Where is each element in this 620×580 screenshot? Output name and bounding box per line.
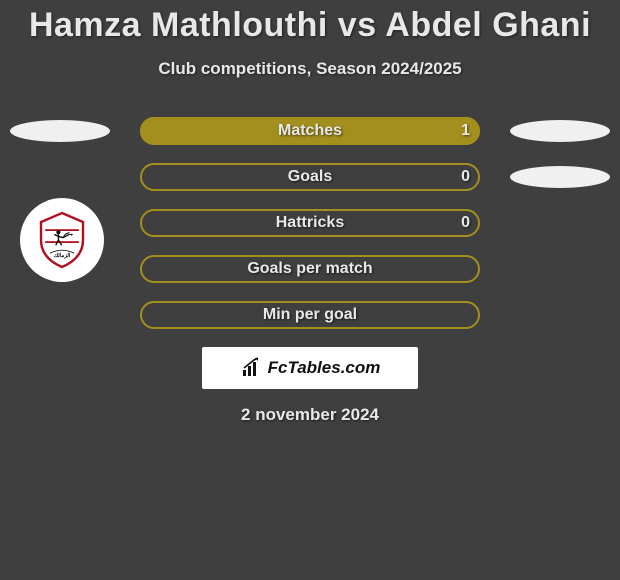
svg-text:الزمالك: الزمالك bbox=[54, 253, 71, 259]
stat-label: Min per goal bbox=[263, 306, 357, 324]
stat-label: Matches bbox=[278, 122, 342, 140]
player-left-marker bbox=[10, 120, 110, 142]
stat-bar: Matches bbox=[140, 117, 480, 145]
player-right-marker bbox=[510, 120, 610, 142]
stat-row: Matches 1 bbox=[0, 117, 620, 145]
page-title: Hamza Mathlouthi vs Abdel Ghani bbox=[0, 0, 620, 45]
bar-chart-icon bbox=[240, 356, 264, 380]
stat-label: Hattricks bbox=[276, 214, 344, 232]
branding-text: FcTables.com bbox=[268, 358, 381, 378]
club-badge-left: الزمالك bbox=[20, 198, 104, 282]
stat-value: 0 bbox=[461, 209, 470, 237]
stat-bar: Hattricks bbox=[140, 209, 480, 237]
stat-bar: Min per goal bbox=[140, 301, 480, 329]
stat-row: Goals 0 bbox=[0, 163, 620, 191]
stat-value: 1 bbox=[461, 117, 470, 145]
branding-box[interactable]: FcTables.com bbox=[202, 347, 418, 389]
page-subtitle: Club competitions, Season 2024/2025 bbox=[0, 59, 620, 79]
stat-bar: Goals bbox=[140, 163, 480, 191]
stat-value: 0 bbox=[461, 163, 470, 191]
player-right-marker bbox=[510, 166, 610, 188]
stat-row: Min per goal bbox=[0, 301, 620, 329]
stat-label: Goals bbox=[288, 168, 332, 186]
generated-date: 2 november 2024 bbox=[0, 405, 620, 425]
stat-label: Goals per match bbox=[247, 260, 372, 278]
club-logo-icon: الزمالك bbox=[32, 210, 92, 270]
stat-bar: Goals per match bbox=[140, 255, 480, 283]
